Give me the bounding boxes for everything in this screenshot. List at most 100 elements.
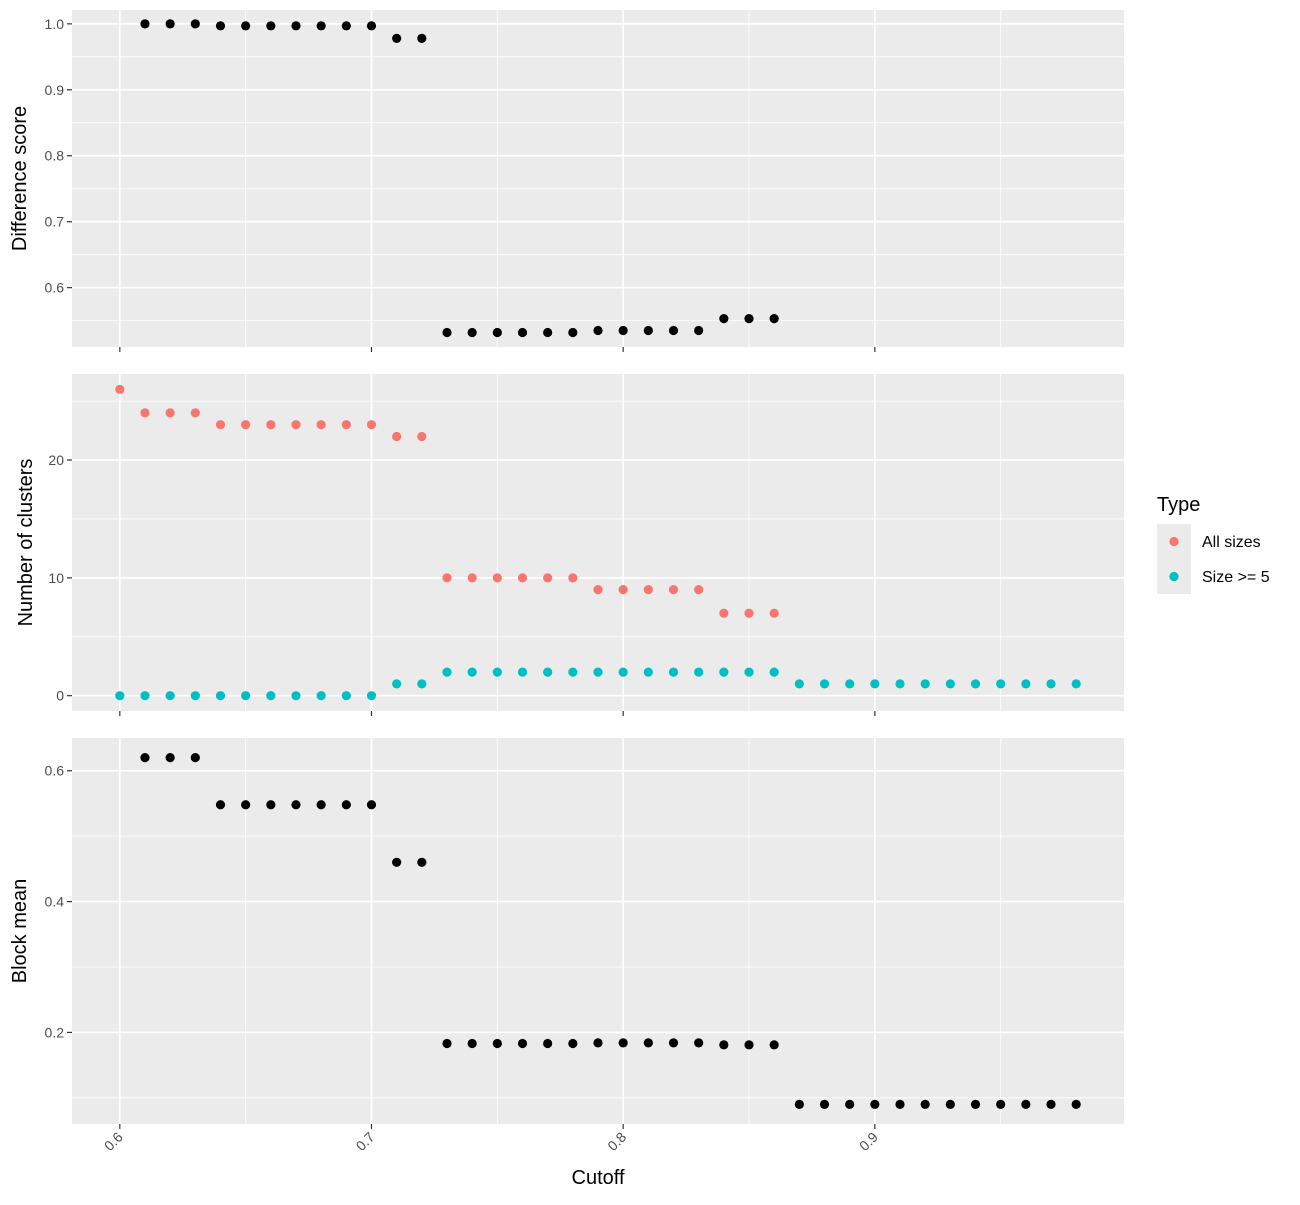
y-tick-label: 10 [48, 570, 64, 586]
data-point [215, 800, 226, 810]
data-point [316, 420, 326, 430]
data-point [341, 420, 351, 430]
x-tick-label: 0.8 [604, 1129, 629, 1154]
data-point [517, 327, 528, 338]
data-point [190, 753, 200, 763]
data-point [366, 21, 377, 31]
data-point [744, 314, 754, 324]
data-point [945, 679, 955, 689]
data-point [593, 1038, 603, 1048]
data-point [341, 21, 351, 31]
data-point [467, 667, 477, 677]
data-point [517, 573, 528, 583]
panel-blockmean: 0.2 0.4 0.6 Block mean [9, 738, 1124, 1129]
y-tick-label: 0.9 [45, 82, 65, 98]
data-point [266, 800, 276, 810]
data-point [165, 691, 175, 701]
data-point [819, 1099, 830, 1109]
data-point [492, 1038, 502, 1049]
x-tick-label: 0.7 [353, 1129, 378, 1154]
data-point [316, 21, 326, 31]
data-point [769, 667, 779, 677]
data-point [769, 314, 779, 324]
data-point [845, 1099, 855, 1109]
data-point [392, 431, 402, 442]
data-point [643, 585, 653, 595]
data-point [1046, 1099, 1056, 1109]
data-point [140, 19, 150, 29]
data-point [1046, 679, 1056, 689]
y-tick-label: 0.4 [45, 894, 65, 910]
legend-key-marker [1169, 536, 1179, 547]
data-point [165, 408, 175, 418]
data-point [341, 691, 351, 701]
data-point [593, 667, 603, 677]
x-tick-label: 0.9 [856, 1129, 881, 1154]
data-point [165, 19, 175, 29]
data-point [165, 753, 175, 763]
data-point [442, 1038, 452, 1049]
y-tick-label: 0.8 [45, 148, 65, 164]
panel-background [72, 374, 1124, 711]
legend-key-marker [1169, 571, 1179, 582]
data-point [266, 420, 276, 430]
data-point [241, 21, 251, 31]
data-point [442, 573, 452, 583]
data-point [970, 679, 981, 689]
data-point [945, 1099, 955, 1109]
data-point [845, 679, 855, 689]
data-point [1071, 1099, 1081, 1109]
data-point [215, 691, 226, 701]
data-point [115, 691, 125, 701]
data-point [417, 679, 427, 689]
data-point [190, 408, 200, 418]
data-point [140, 408, 150, 418]
data-point [392, 857, 402, 867]
data-point [417, 431, 427, 442]
data-point [568, 1038, 578, 1049]
y-axis-title: Number of clusters [15, 459, 37, 627]
data-point [1021, 679, 1031, 689]
data-point [744, 608, 754, 618]
y-axis-title: Block mean [9, 879, 31, 984]
data-point [618, 667, 628, 677]
panel-background [72, 738, 1124, 1124]
data-point [266, 21, 276, 31]
legend: Type All sizes Size >= 5 [1157, 494, 1270, 594]
data-point [467, 327, 477, 338]
data-point [744, 667, 754, 677]
data-point [895, 1099, 905, 1109]
data-point [543, 667, 553, 677]
data-point [643, 325, 653, 336]
data-point [996, 679, 1006, 689]
data-point [517, 667, 528, 677]
data-point [744, 1040, 754, 1050]
data-point [719, 667, 729, 677]
data-point [366, 420, 377, 430]
data-point [996, 1099, 1006, 1109]
data-point [920, 1099, 930, 1109]
data-point [719, 314, 729, 324]
data-point [115, 384, 125, 394]
data-point [769, 608, 779, 618]
data-point [568, 327, 578, 338]
series-clusters-0 [115, 384, 779, 618]
data-point [215, 21, 226, 31]
data-point [1021, 1099, 1031, 1109]
y-tick-label: 0.2 [45, 1024, 65, 1040]
data-point [492, 327, 502, 338]
data-point [694, 667, 704, 677]
data-point [417, 33, 427, 43]
data-point [215, 420, 226, 430]
data-point [190, 691, 200, 701]
data-point [870, 679, 880, 689]
data-point [442, 327, 452, 338]
data-point [392, 679, 402, 689]
y-tick-label: 0.6 [45, 280, 65, 296]
y-tick-label: 0 [56, 688, 64, 704]
data-point [618, 1038, 628, 1048]
data-point [366, 800, 377, 810]
panel-background [72, 10, 1124, 347]
x-tick-label: 0.6 [101, 1129, 126, 1154]
